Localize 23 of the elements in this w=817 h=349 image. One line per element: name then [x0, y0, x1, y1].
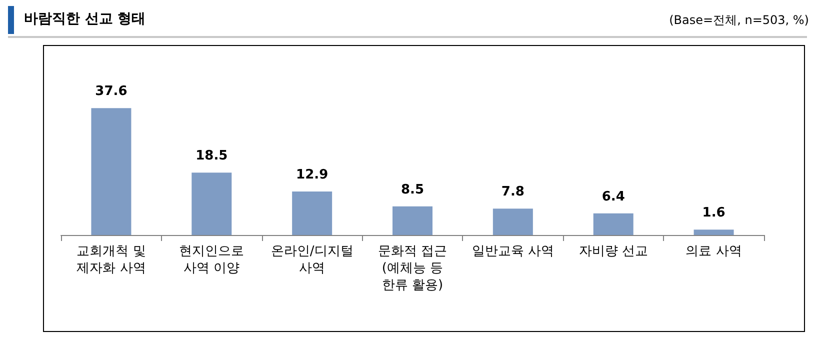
x-tick-label: 온라인/디지털 사역 [270, 244, 354, 276]
chart-title: 바람직한 선교 형태 [24, 10, 146, 28]
bar [694, 230, 734, 235]
bar [492, 208, 533, 235]
data-label: 1.6 [702, 206, 726, 221]
x-tick-label: 문화적 접근 (예체능 등 한류 활용) [378, 244, 448, 293]
bar [292, 191, 332, 235]
data-label: 12.9 [296, 167, 328, 182]
bar [192, 172, 232, 235]
data-label: 8.5 [400, 182, 424, 198]
bar [593, 213, 634, 235]
data-label: 6.4 [602, 189, 625, 204]
data-label: 7.8 [501, 184, 524, 200]
bar [392, 206, 432, 235]
x-tick-label: 현지인으로 사역 이양 [179, 244, 244, 276]
x-tick-label: 자비량 선교 [578, 244, 648, 259]
x-tick-label: 교회개척 및 제자화 사역 [76, 244, 146, 276]
data-label: 37.6 [95, 84, 128, 100]
data-label: 18.5 [196, 148, 228, 164]
text: (Base=전체, n=503, %) [669, 12, 809, 29]
bar [91, 108, 132, 235]
x-tick-label: 일반교육 사역 [472, 244, 554, 259]
x-tick-label: 의료 사역 [686, 244, 742, 259]
